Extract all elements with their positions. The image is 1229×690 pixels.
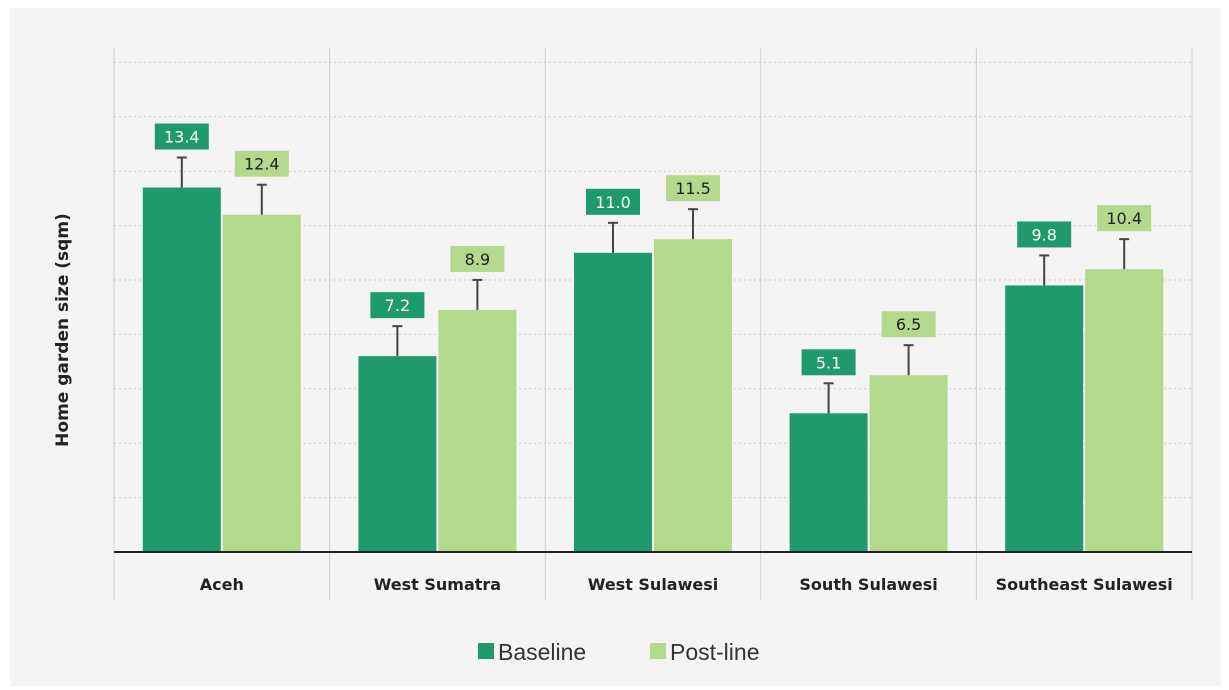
data-label: 5.1 bbox=[816, 353, 841, 372]
bar-baseline-southeast-sulawesi bbox=[1005, 285, 1084, 552]
bar-baseline-south-sulawesi bbox=[789, 413, 868, 552]
data-label-box bbox=[881, 311, 936, 338]
legend-swatch-postline bbox=[650, 643, 666, 659]
bar-post-line-southeast-sulawesi bbox=[1085, 269, 1164, 552]
legend-swatch-baseline bbox=[478, 643, 494, 659]
legend-label-baseline: Baseline bbox=[498, 639, 586, 665]
bar-baseline-west-sumatra bbox=[358, 356, 437, 552]
data-label-box bbox=[1017, 221, 1072, 248]
grid bbox=[113, 48, 1193, 600]
category-labels: Aceh West Sumatra West Sulawesi South Sulaw… bbox=[200, 575, 1173, 594]
data-label: 6.5 bbox=[896, 315, 921, 334]
legend-label-postline: Post-line bbox=[670, 639, 759, 665]
bar-baseline-aceh bbox=[142, 187, 221, 552]
data-label: 9.8 bbox=[1031, 225, 1056, 244]
bar-post-line-west-sumatra bbox=[438, 309, 517, 552]
data-label-box bbox=[154, 123, 209, 150]
data-label: 8.9 bbox=[465, 250, 490, 269]
category-label: Aceh bbox=[200, 575, 244, 594]
bar-post-line-west-sulawesi bbox=[654, 239, 732, 552]
bars bbox=[142, 156, 1164, 553]
data-label: 11.5 bbox=[675, 179, 711, 198]
bar-post-line-south-sulawesi bbox=[869, 375, 948, 552]
data-label: 13.4 bbox=[164, 128, 200, 147]
category-label: West Sulawesi bbox=[588, 575, 719, 594]
data-label: 10.4 bbox=[1106, 209, 1142, 228]
data-label-box bbox=[370, 292, 425, 319]
data-label-box bbox=[1097, 205, 1152, 232]
data-label: 12.4 bbox=[244, 155, 280, 174]
data-label-box bbox=[666, 175, 720, 202]
data-label-box bbox=[801, 349, 856, 376]
y-axis-label: Home garden size (sqm) bbox=[53, 213, 73, 447]
category-label: Southeast Sulawesi bbox=[996, 575, 1173, 594]
data-label: 11.0 bbox=[595, 193, 631, 212]
legend: Baseline Post-line bbox=[478, 639, 759, 665]
data-label: 7.2 bbox=[385, 296, 410, 315]
data-label-box bbox=[234, 150, 289, 177]
category-label: South Sulawesi bbox=[799, 575, 937, 594]
data-label-box bbox=[586, 188, 640, 215]
data-label-box bbox=[450, 245, 505, 272]
category-label: West Sumatra bbox=[374, 575, 501, 594]
bar-baseline-west-sulawesi bbox=[574, 252, 652, 553]
bar-post-line-aceh bbox=[222, 214, 301, 552]
data-labels: 13.4 7.2 11.0 5.1 9.8 12.4 8.9 11.5 6.5 10.4 bbox=[154, 123, 1152, 376]
